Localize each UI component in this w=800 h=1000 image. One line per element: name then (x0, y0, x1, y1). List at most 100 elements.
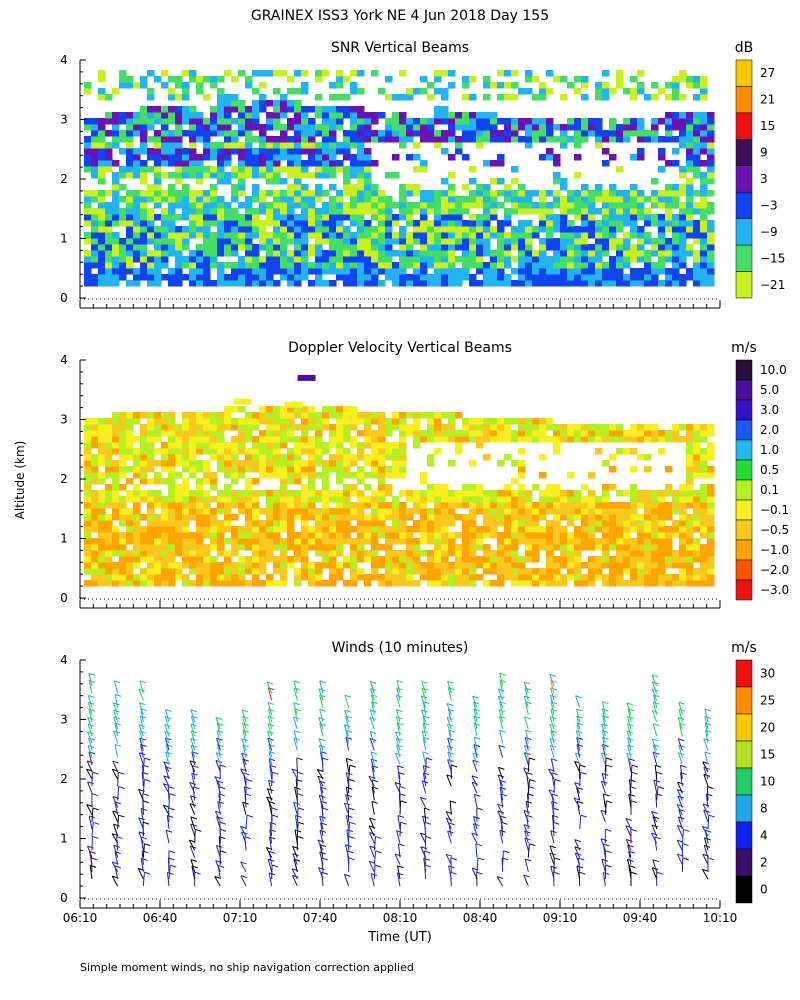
snr-cell (518, 256, 526, 263)
snr-cell (315, 172, 323, 179)
doppler-cell (371, 430, 379, 437)
doppler-cell (98, 556, 106, 563)
doppler-cell (434, 544, 442, 551)
snr-cell (168, 76, 176, 83)
snr-cell (350, 202, 358, 209)
snr-cell (665, 190, 673, 197)
wind-barb-flag (88, 672, 96, 676)
doppler-cell (588, 472, 596, 479)
doppler-cell (98, 520, 106, 527)
doppler-cell (161, 550, 169, 557)
snr-cell (434, 190, 442, 197)
snr-cell (112, 280, 120, 287)
doppler-cell (371, 436, 379, 443)
snr-cell (490, 178, 498, 185)
doppler-cell (420, 502, 428, 509)
snr-cell (462, 76, 470, 83)
snr-cell (217, 196, 225, 203)
doppler-cell (588, 580, 596, 587)
doppler-cell (413, 502, 421, 509)
doppler-cell (399, 520, 407, 527)
wind-barb-flag (165, 709, 172, 712)
snr-cell (700, 88, 708, 95)
wind-barb-flag (322, 757, 329, 761)
doppler-cell (189, 436, 197, 443)
doppler-cell (357, 538, 365, 545)
wind-barb-flag (91, 857, 98, 861)
snr-cell (504, 280, 512, 287)
snr-cell (308, 136, 316, 143)
snr-cell (336, 262, 344, 269)
snr-cell (266, 244, 274, 251)
snr-cell (462, 268, 470, 275)
snr-cell (364, 118, 372, 125)
snr-cell (147, 274, 155, 281)
snr-cell (364, 172, 372, 179)
doppler-cell (385, 568, 393, 575)
snr-cell (616, 166, 624, 173)
snr-cell (532, 256, 540, 263)
snr-cell (140, 106, 148, 113)
doppler-cell (385, 544, 393, 551)
snr-cell (455, 214, 463, 221)
doppler-cell (147, 568, 155, 575)
snr-cell (238, 184, 246, 191)
wind-barb-flag (266, 796, 273, 800)
doppler-cell (217, 562, 225, 569)
snr-cell (574, 136, 582, 143)
doppler-cell (560, 514, 568, 521)
snr-cell (490, 124, 498, 131)
snr-cell (105, 94, 113, 101)
doppler-cell (371, 538, 379, 545)
snr-cell (112, 118, 120, 125)
wind-barb-flag (321, 871, 329, 875)
snr-cell (434, 214, 442, 221)
doppler-cell (140, 544, 148, 551)
snr-cell (560, 208, 568, 215)
snr-cell (553, 262, 561, 269)
wind-barb-flag (194, 871, 201, 875)
snr-cell (469, 262, 477, 269)
snr-cell (189, 208, 197, 215)
doppler-cell (574, 532, 582, 539)
doppler-cell (434, 562, 442, 569)
snr-cell (231, 184, 239, 191)
snr-cell (350, 70, 358, 77)
snr-cell (364, 268, 372, 275)
doppler-cell (644, 466, 652, 473)
doppler-cell (84, 538, 92, 545)
doppler-cell (392, 448, 400, 455)
doppler-cell (98, 502, 106, 509)
doppler-cell (119, 514, 127, 521)
snr-cell (91, 136, 99, 143)
doppler-cell (196, 532, 204, 539)
doppler-cell (700, 484, 708, 491)
doppler-cell (602, 532, 610, 539)
doppler-cell (84, 478, 92, 485)
snr-cell (238, 166, 246, 173)
doppler-cell (413, 544, 421, 551)
snr-cell (378, 196, 386, 203)
doppler-cell (539, 574, 547, 581)
snr-cell (168, 274, 176, 281)
doppler-cell (658, 496, 666, 503)
doppler-cell (322, 484, 330, 491)
doppler-cell (427, 538, 435, 545)
snr-cell (567, 250, 575, 257)
doppler-cell (378, 580, 386, 587)
snr-cell (441, 250, 449, 257)
snr-cell (315, 154, 323, 161)
snr-cell (392, 220, 400, 227)
snr-cell (644, 256, 652, 263)
wind-barb (214, 810, 221, 823)
snr-cell (203, 154, 211, 161)
snr-cell (497, 130, 505, 137)
snr-cell (602, 220, 610, 227)
doppler-cell (336, 436, 344, 443)
snr-cell (224, 220, 232, 227)
snr-cell (266, 274, 274, 281)
snr-cell (126, 250, 134, 257)
snr-cell (546, 202, 554, 209)
doppler-cell (693, 454, 701, 461)
doppler-cell (700, 496, 708, 503)
